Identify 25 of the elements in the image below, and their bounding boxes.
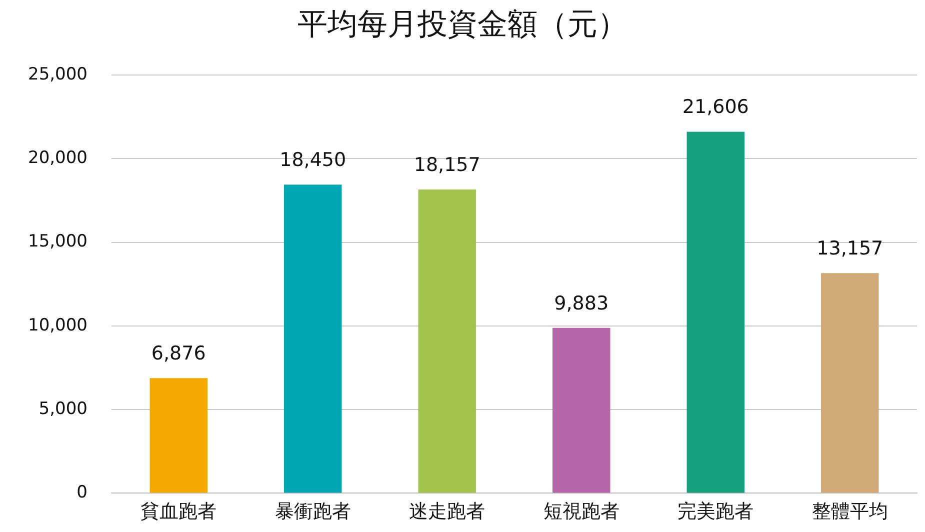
- x-tick-label: 貧血跑者: [140, 500, 217, 523]
- chart-title: 平均每月投資金額（元）: [296, 6, 628, 44]
- bar: [150, 378, 208, 493]
- data-label: 13,157: [816, 238, 884, 260]
- data-label: 18,157: [414, 154, 480, 176]
- x-tick-label: 整體平均: [812, 500, 888, 523]
- x-tick-label: 短視跑者: [543, 500, 620, 523]
- data-label: 18,450: [280, 149, 346, 172]
- x-tick-label: 暴衝跑者: [274, 500, 351, 523]
- bar: [686, 132, 744, 493]
- y-tick-label: 0: [76, 482, 88, 503]
- bar: [821, 273, 879, 493]
- y-tick-label: 15,000: [28, 232, 88, 252]
- bar: [418, 189, 476, 493]
- y-tick-label: 10,000: [28, 315, 88, 336]
- bar: [284, 184, 342, 493]
- y-tick-label: 20,000: [28, 148, 88, 168]
- y-tick-label: 25,000: [28, 64, 88, 84]
- data-label: 9,883: [554, 292, 609, 314]
- data-label: 6,876: [151, 342, 206, 365]
- x-tick-label: 迷走跑者: [409, 500, 486, 523]
- x-tick-label: 完美跑者: [678, 500, 754, 523]
- data-label: 21,606: [682, 96, 749, 118]
- bar: [552, 328, 610, 493]
- y-tick-label: 5,000: [38, 398, 88, 419]
